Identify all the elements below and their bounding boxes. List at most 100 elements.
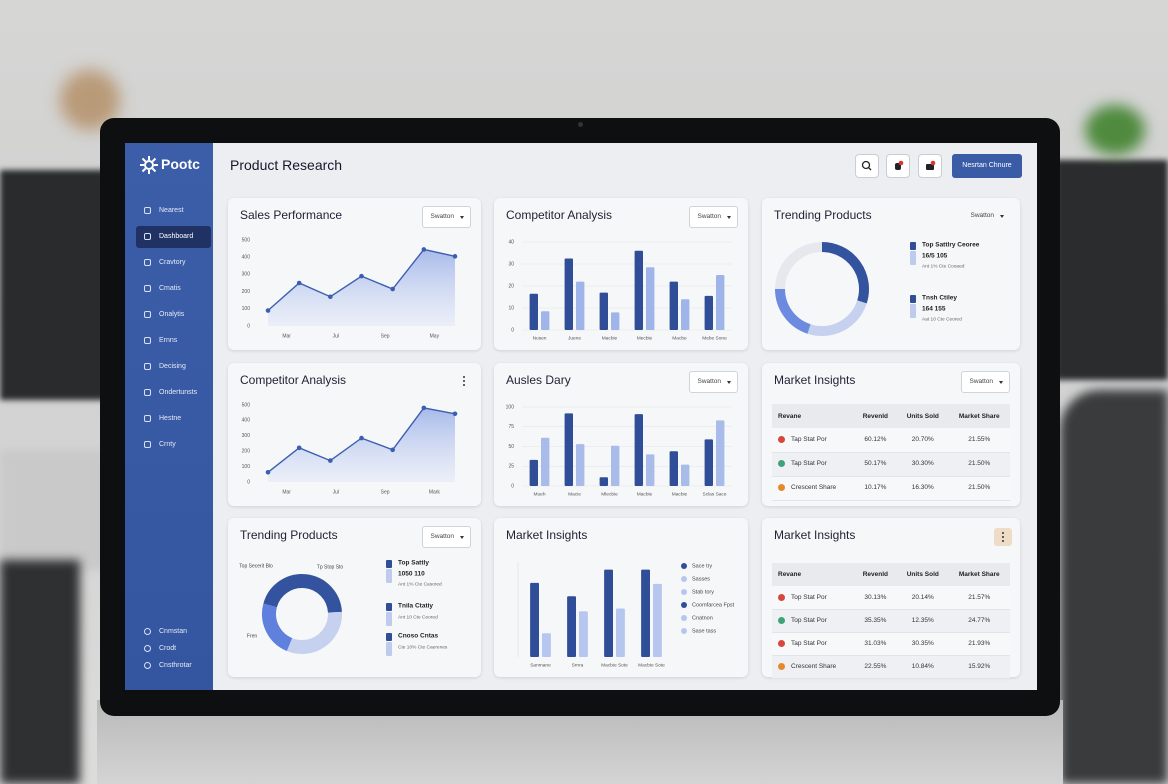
dropdown[interactable]: Swatton (421, 206, 471, 228)
card: 0 100 200 300 400 500 Mar Jul Sep May Sales Perfor… (228, 198, 481, 350)
row-icon (778, 460, 785, 468)
table-row: Crescent Share 22.55% 10.84% 15.92% (772, 655, 1010, 678)
y-tick-label: 100 (242, 306, 251, 312)
column-header: Units Sold (906, 412, 939, 420)
legend-swatch-light (386, 612, 392, 626)
table-cell: 30.30% (897, 452, 948, 476)
nav-icon (144, 441, 151, 448)
message-icon (926, 160, 936, 170)
row-icon (778, 436, 785, 444)
dropdown[interactable]: Swatton (688, 371, 738, 393)
dropdown-label: Swatton (697, 378, 722, 385)
bar (576, 444, 585, 486)
table-cell: Top Stat Por (772, 609, 854, 632)
card: 0 25 50 75 100 Mueh Macie Mlecbie Macbie Macbie Sc… (494, 363, 748, 506)
area (268, 249, 455, 326)
nav-item[interactable]: Cravtory (136, 252, 211, 274)
dropdown-label: Swatton (697, 213, 722, 220)
y-tick-label: 500 (242, 237, 251, 243)
menu-button[interactable] (994, 528, 1012, 546)
nav-item[interactable]: Nearest (136, 200, 211, 222)
bar (634, 414, 643, 486)
column-header: Revenld (862, 571, 889, 578)
legend-value: 1050 110 (398, 571, 425, 578)
nav-item[interactable]: Ernns (136, 330, 211, 352)
table-row: Tap Stat Por 50.17% 30.30% 21.50% (772, 452, 1010, 476)
y-tick-label: 300 (242, 272, 251, 278)
footer-item[interactable]: Crodt (136, 640, 211, 657)
dropdown[interactable]: Swatton (960, 371, 1010, 393)
area (268, 407, 455, 482)
legend-note: Cte 10% Cte Caerenes (398, 644, 448, 650)
bar (604, 569, 613, 657)
brand-icon (140, 156, 158, 174)
search-button[interactable] (855, 154, 879, 178)
point (359, 273, 364, 279)
nav-item[interactable]: Ondertunsts (136, 382, 211, 404)
point (421, 405, 427, 411)
dropdown[interactable]: Swatton (688, 206, 738, 228)
nav-label: Crnty (159, 441, 176, 448)
dropdown-label: Swatton (970, 212, 995, 219)
background-chair (0, 560, 80, 784)
dropdown-label: Swatton (430, 213, 455, 220)
bar (704, 295, 713, 330)
x-tick-label: Sep (381, 489, 390, 495)
nav-item[interactable]: Onalytis (136, 304, 211, 326)
point (452, 254, 458, 259)
card: Top Secerit Blo Tp Stop Sto Fren Top Sattly… (228, 518, 481, 677)
legend-name: Tnila Ctatiy (398, 603, 433, 610)
notification-button[interactable] (886, 154, 910, 178)
primary-button[interactable]: Nesrtan Chnure (952, 154, 1022, 178)
y-tick-label: 100 (506, 404, 515, 410)
nav-item[interactable]: Cmatis (136, 278, 211, 300)
row-icon (778, 484, 785, 492)
x-tick-label: Macbe (672, 335, 687, 341)
table-cell: 16.30% (897, 476, 948, 500)
cell-text: 20.70% (911, 436, 934, 444)
cell-text: Tap Stat Por (791, 639, 827, 647)
nav-item[interactable]: Hestne (136, 408, 211, 430)
nav-label: Decising (159, 363, 186, 370)
footer-item[interactable]: Cnmstan (136, 623, 211, 640)
table-cell: Crescent Share (772, 655, 854, 678)
legend-swatch (910, 295, 916, 303)
table-cell: 50.17% (854, 452, 897, 476)
footer-item[interactable]: Cnsthrotar (136, 657, 211, 674)
y-tick-label: 500 (242, 402, 251, 408)
bar (564, 413, 573, 486)
card-title: Ausles Dary (506, 373, 571, 387)
x-tick-label: Mebe Sone (702, 335, 727, 341)
donut-segment (263, 574, 342, 614)
background-desk (0, 450, 110, 570)
bar (611, 312, 620, 330)
brand-icon-ring (144, 160, 154, 170)
card: Market Insights Revane Revenld Units Sold Ma… (762, 518, 1020, 678)
legend-note: Ant 1% Cte Casored (398, 581, 442, 587)
nav-icon (144, 337, 151, 344)
table-cell: Tap Stat Por (772, 428, 854, 452)
table-cell: Tap Stat Por (772, 452, 854, 476)
search-icon (861, 160, 872, 171)
bar (611, 445, 620, 486)
nav-item[interactable]: Decising (136, 356, 211, 378)
card-title: Sales Performance (240, 208, 343, 222)
bar (616, 608, 625, 657)
footer-icon (144, 628, 151, 635)
table-cell: Crescent Share (772, 476, 854, 500)
dropdown[interactable]: Swatton (421, 526, 471, 548)
menu-dot (463, 376, 465, 378)
card: 0 10 20 30 40 Nusen Juene Macbie Mecbie Macbe Mebe… (494, 198, 748, 350)
menu-button[interactable] (455, 372, 473, 390)
dropdown[interactable]: Swatton (963, 206, 1011, 226)
dropdown-label: Swatton (969, 378, 994, 385)
nav-label: Ernns (159, 337, 178, 344)
message-button[interactable] (918, 154, 942, 178)
cell-text: 60.12% (864, 436, 887, 444)
nav-item[interactable]: Dashboard (136, 226, 211, 248)
card-chart: Sanmane Srnra Macbie Sote Macbie Sote Sace t… (517, 562, 735, 668)
cell-text: 22.55% (864, 662, 887, 670)
sidebar: Pootc Nearest Dashboard Cravtory Cmatis Onal… (125, 143, 213, 690)
nav-item[interactable]: Crnty (136, 434, 211, 456)
table-cell: 22.55% (854, 655, 897, 678)
